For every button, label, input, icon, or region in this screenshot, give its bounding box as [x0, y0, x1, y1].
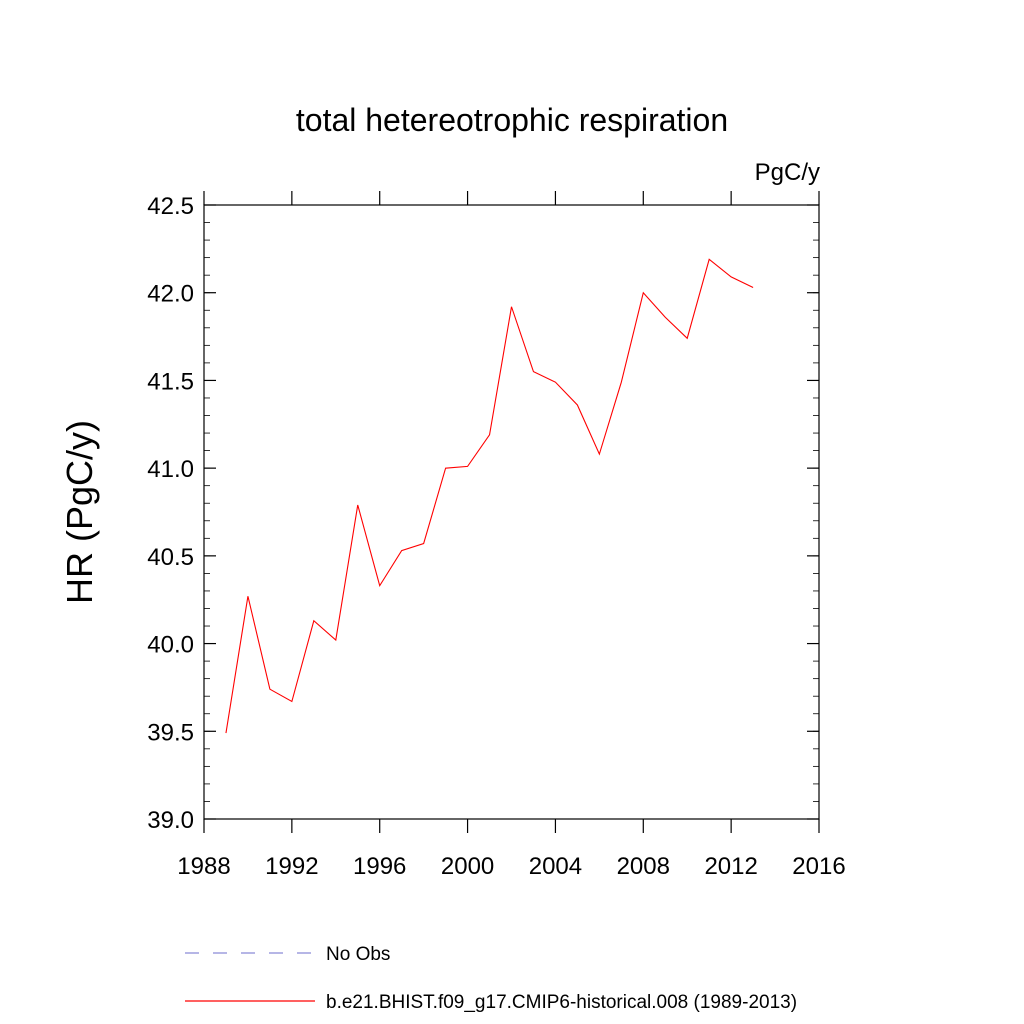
units-label: PgC/y — [755, 159, 820, 186]
x-tick-label: 1988 — [177, 853, 230, 880]
legend-label-model-run: b.e21.BHIST.f09_g17.CMIP6-historical.008… — [326, 992, 797, 1013]
series-layer — [225, 258, 754, 734]
y-axis-label: HR (PgC/y) — [59, 420, 100, 604]
x-tick-label: 1996 — [353, 853, 406, 880]
x-tick-label: 2012 — [704, 853, 757, 880]
y-tick-label: 41.0 — [147, 456, 194, 483]
y-tick-label: 41.5 — [147, 368, 194, 395]
y-tick-label: 42.5 — [147, 193, 194, 220]
x-tick-label: 2000 — [441, 853, 494, 880]
x-tick-label: 2004 — [529, 853, 582, 880]
x-tick-label: 1992 — [265, 853, 318, 880]
y-tick-label: 39.0 — [147, 807, 194, 834]
x-tick-label: 2008 — [617, 853, 670, 880]
chart-title: total hetereotrophic respiration — [296, 102, 728, 138]
y-tick-label: 40.0 — [147, 632, 194, 659]
y-tick-label: 40.5 — [147, 544, 194, 571]
legend: No Obs b.e21.BHIST.f09_g17.CMIP6-histori… — [185, 944, 797, 1013]
x-axis-ticks: 1988 1992 1996 2000 2004 2008 2012 2016 — [177, 191, 846, 880]
series-line — [225, 258, 754, 734]
y-tick-label: 42.0 — [147, 281, 194, 308]
plot-frame — [203, 204, 820, 820]
y-axis-ticks: 39.0 39.5 40.0 40.5 41.0 41.5 42.0 42.5 — [147, 193, 819, 834]
legend-label-no-obs: No Obs — [326, 944, 390, 965]
y-tick-label: 39.5 — [147, 719, 194, 746]
x-tick-label: 2016 — [792, 853, 845, 880]
